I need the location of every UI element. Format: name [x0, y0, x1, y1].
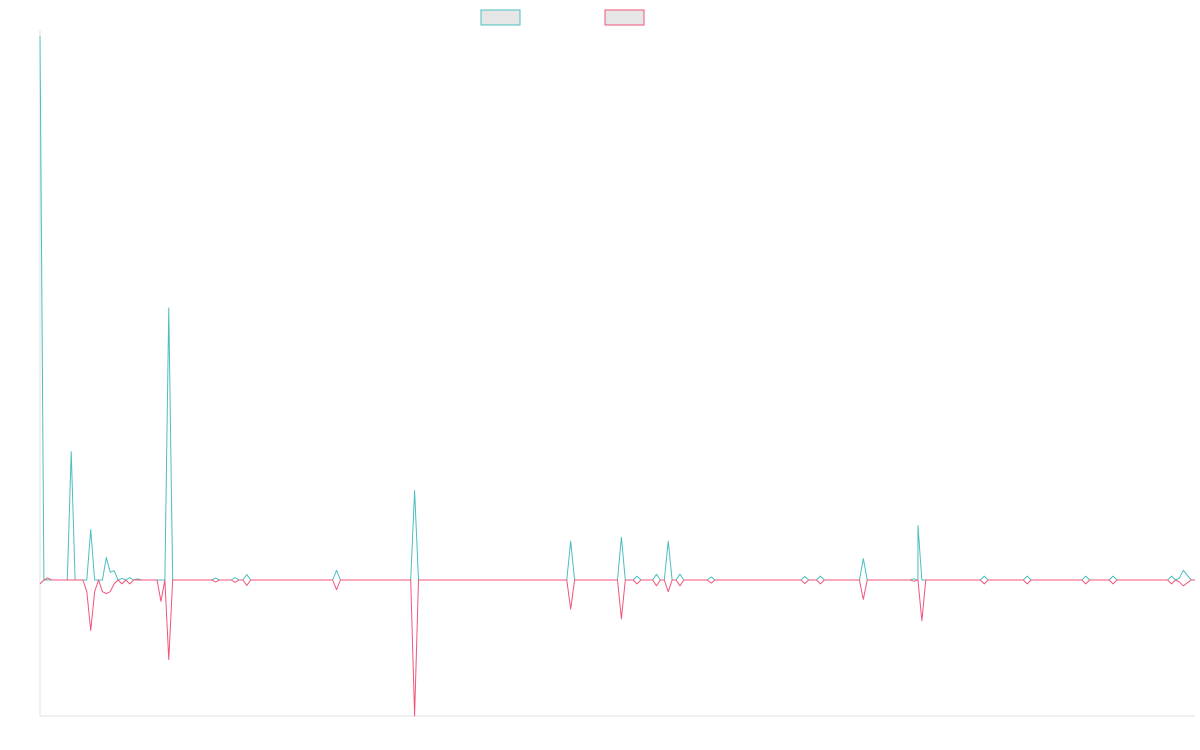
- plot-area: [39, 30, 1195, 717]
- legend-swatch-series-1[interactable]: [480, 9, 521, 26]
- legend[interactable]: [480, 9, 645, 26]
- series-line-2[interactable]: [39, 577, 1195, 717]
- legend-swatch-series-2[interactable]: [604, 9, 645, 26]
- series-line-1[interactable]: [39, 35, 1195, 581]
